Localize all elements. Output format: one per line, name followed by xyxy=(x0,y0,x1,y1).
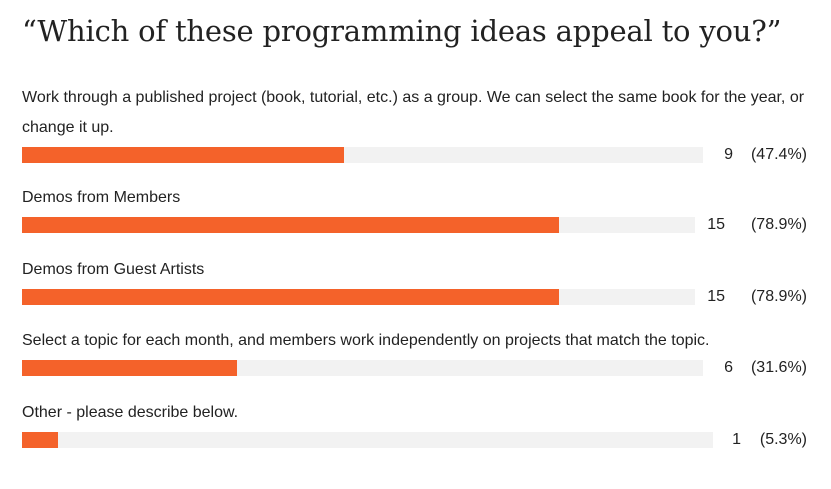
bar xyxy=(22,432,58,448)
bar-count-label: 9 xyxy=(724,146,733,163)
bar-row: Work through a published project (book, … xyxy=(22,83,811,163)
bar-percent-label: (78.9%) xyxy=(750,216,807,233)
bar-count-label: 1 xyxy=(732,431,741,448)
bar xyxy=(22,217,559,233)
bar-label: Select a topic for each month, and membe… xyxy=(22,332,710,349)
bar-count-label: 15 xyxy=(707,216,725,233)
bar-label: Other - please describe below. xyxy=(22,404,239,421)
bar-percent-label: (78.9%) xyxy=(750,288,807,305)
bar xyxy=(22,147,344,163)
bar-row: Select a topic for each month, and membe… xyxy=(22,326,811,376)
bar-percent-label: (5.3%) xyxy=(759,431,807,448)
bar-line: 15 (78.9%) xyxy=(22,216,811,233)
bar-row: Demos from Guest Artists 15 (78.9%) xyxy=(22,255,811,305)
bar-line: 1 (5.3%) xyxy=(22,431,811,448)
bar-label: Work through a published project (book, … xyxy=(22,89,805,136)
bar-percent-label: (31.6%) xyxy=(750,359,807,376)
bar-label: Demos from Members xyxy=(22,189,181,206)
bar-track xyxy=(22,432,713,448)
bar xyxy=(22,289,559,305)
bar-line: 15 (78.9%) xyxy=(22,288,811,305)
bar xyxy=(22,360,237,376)
bar-label: Demos from Guest Artists xyxy=(22,261,205,278)
bar-percent-label: (47.4%) xyxy=(750,146,807,163)
bar-count-label: 15 xyxy=(707,288,725,305)
bar-line: 9 (47.4%) xyxy=(22,146,811,163)
bar-count-label: 6 xyxy=(724,359,733,376)
chart-title: “Which of these programming ideas appeal… xyxy=(22,14,782,48)
bar-line: 6 (31.6%) xyxy=(22,359,811,376)
bar-row: Demos from Members 15 (78.9%) xyxy=(22,183,811,233)
bar-row: Other - please describe below. 1 (5.3%) xyxy=(22,398,811,448)
